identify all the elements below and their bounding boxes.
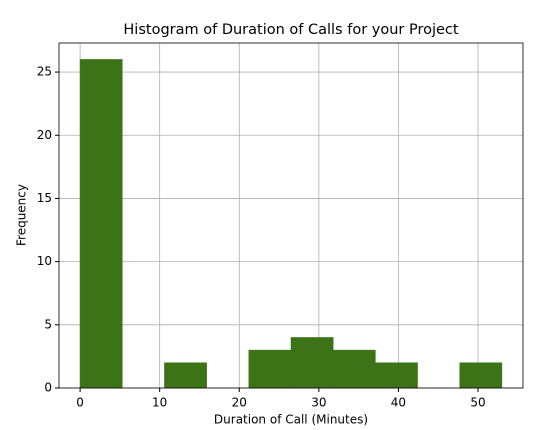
bar — [79, 59, 123, 389]
x-tick-label: 40 — [391, 396, 406, 410]
bar — [248, 349, 292, 389]
bar — [332, 349, 376, 389]
x-tick-label: 50 — [470, 396, 485, 410]
x-axis-label: Duration of Call (Minutes) — [214, 413, 368, 427]
y-tick-label: 10 — [37, 254, 52, 268]
x-tick-label: 20 — [232, 396, 247, 410]
x-tick-label: 0 — [76, 396, 84, 410]
x-tick-label: 10 — [152, 396, 167, 410]
y-axis-label: Frequency — [15, 184, 29, 246]
bar — [290, 337, 334, 389]
y-tick-label: 15 — [37, 191, 52, 205]
bar — [375, 362, 418, 389]
x-tick-label: 30 — [311, 396, 326, 410]
y-tick-label: 5 — [44, 317, 52, 331]
chart-title: Histogram of Duration of Calls for your … — [123, 22, 458, 38]
plot-frame — [58, 42, 524, 389]
y-tick-label: 20 — [37, 128, 52, 142]
y-tick-label: 0 — [44, 381, 52, 395]
y-tick-label: 25 — [37, 65, 52, 79]
bar — [459, 362, 503, 389]
bar — [164, 362, 207, 389]
